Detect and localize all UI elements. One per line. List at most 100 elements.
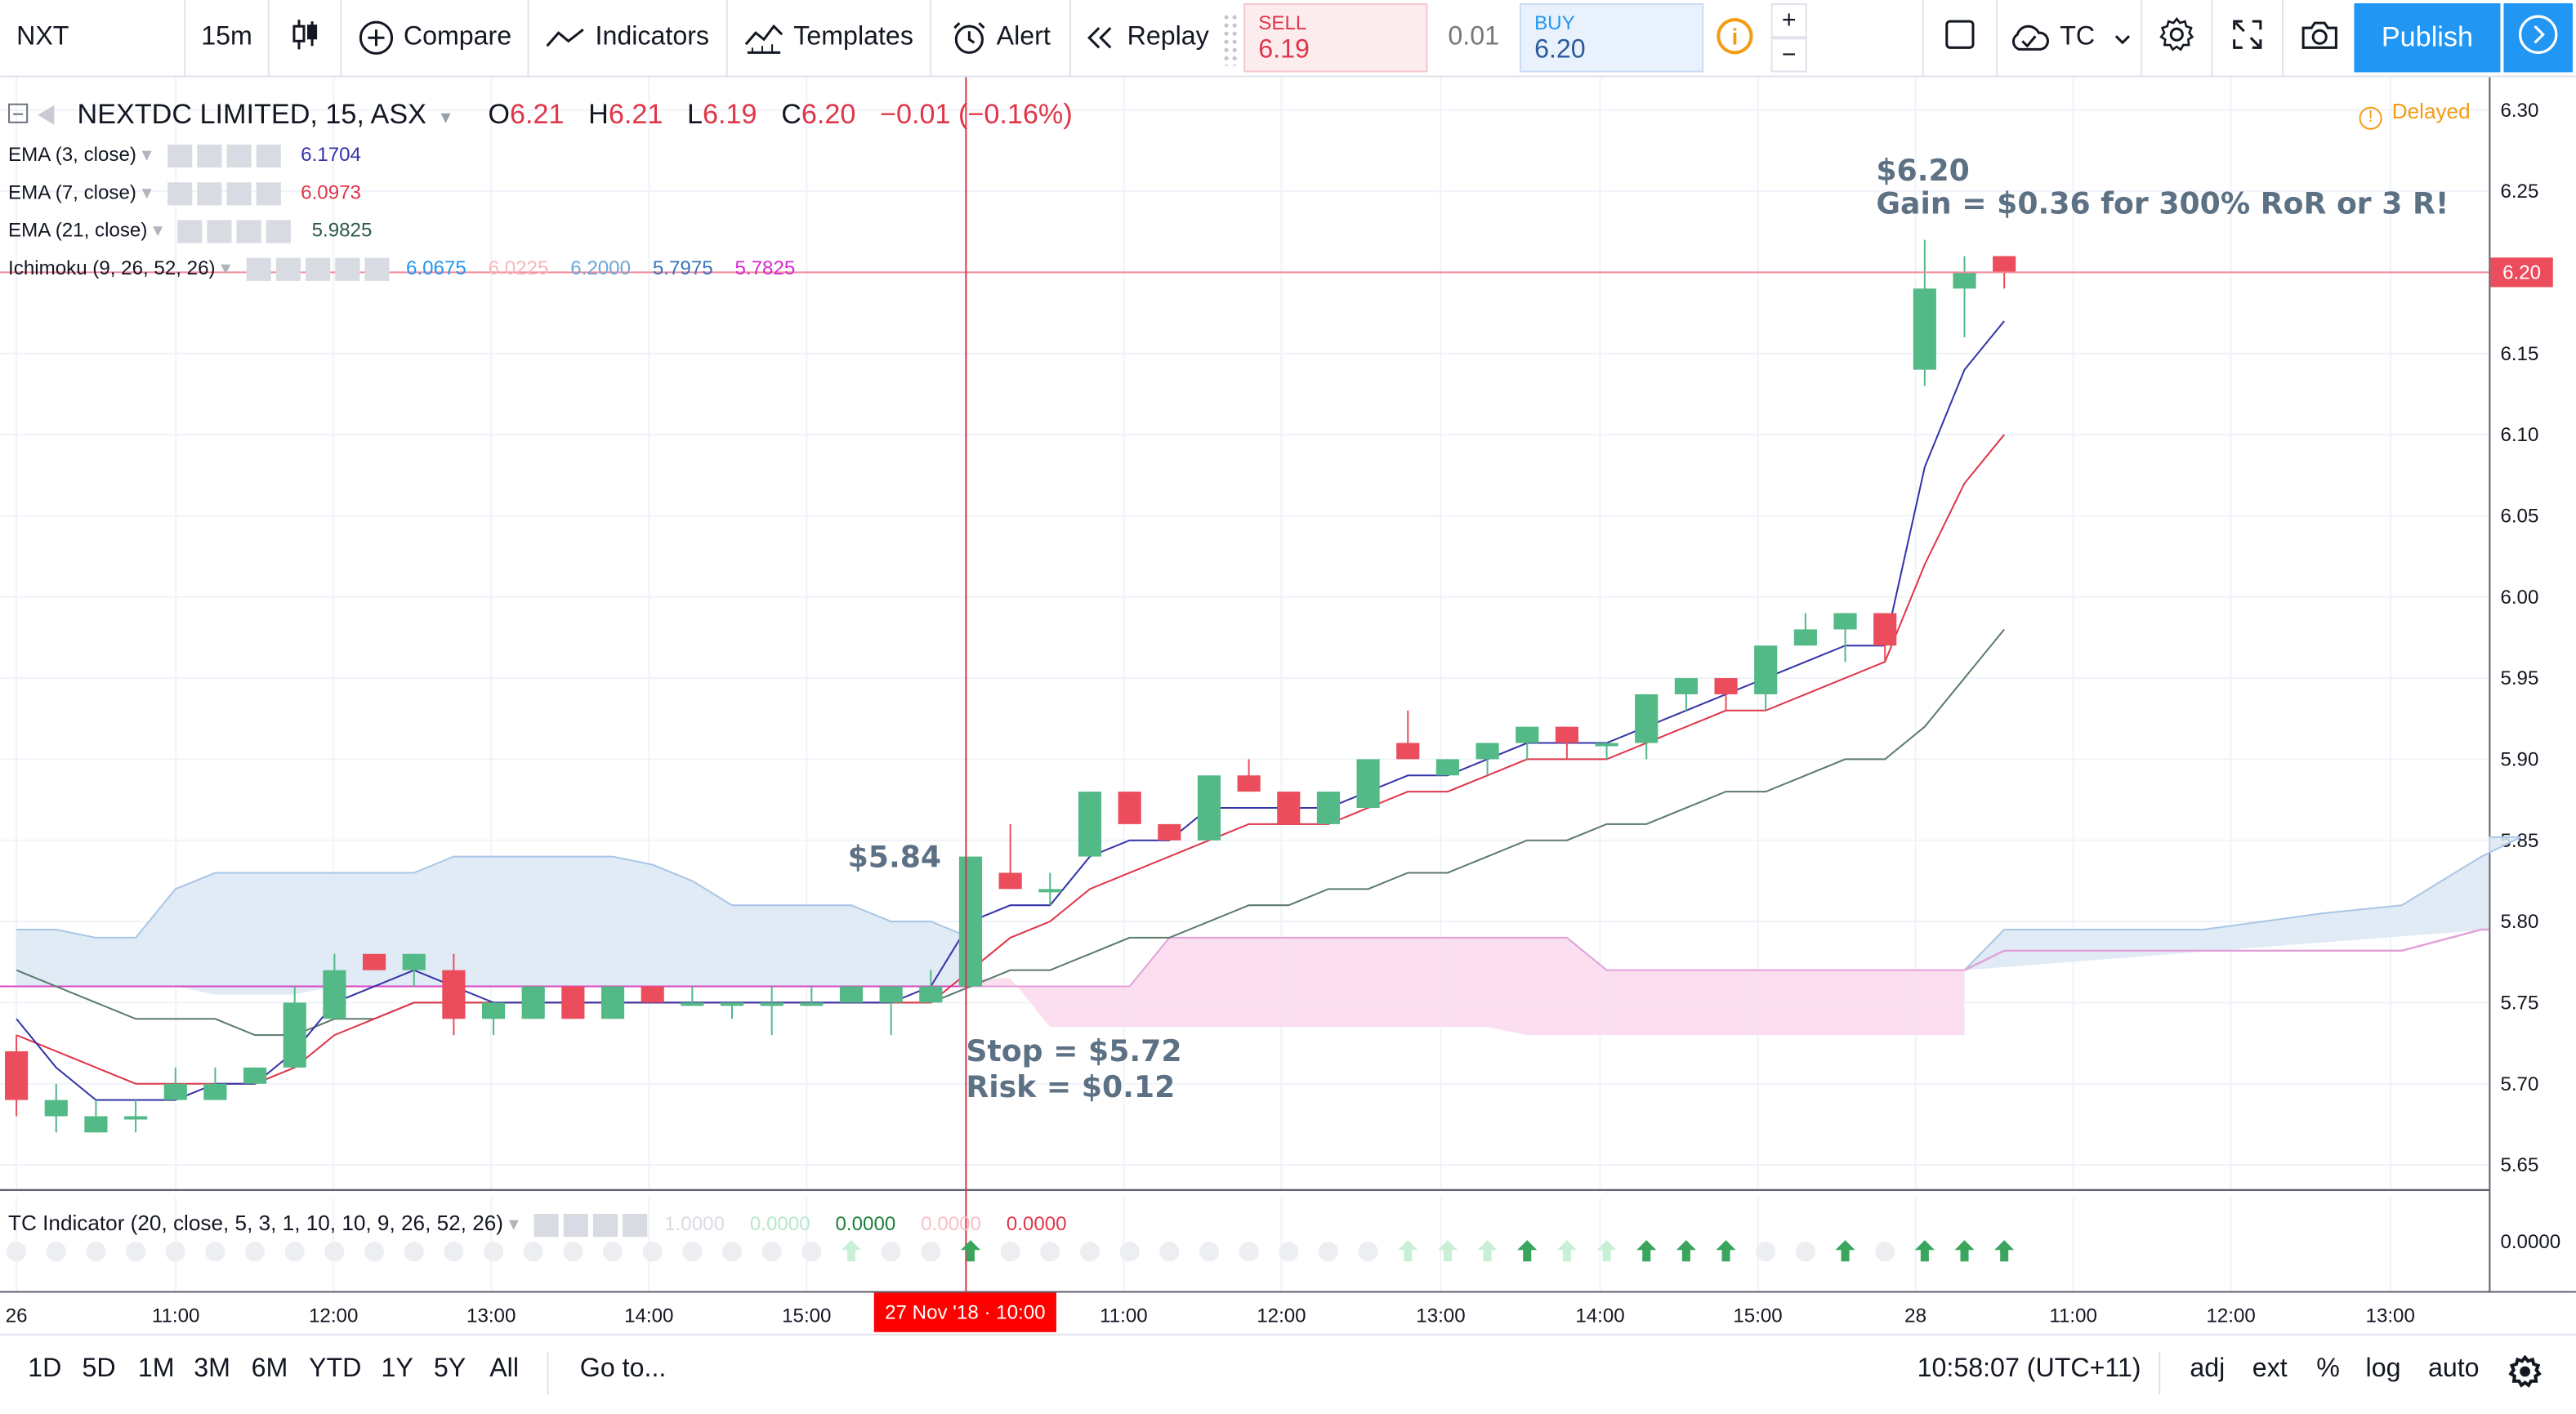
interval-selector[interactable]: 15m [185,0,270,76]
settings-gear-icon[interactable] [2508,1354,2542,1396]
caret-down-icon: ▾ [141,181,152,204]
auto-toggle[interactable]: auto [2427,1354,2480,1384]
candle-body [998,872,1022,890]
plus-label: + [1781,7,1797,35]
signal-dot [1079,1242,1100,1262]
candle-body [1555,726,1578,743]
ema3-legend[interactable]: EMA (3, close) ▾ 6.1704 [8,143,361,168]
caret-down-icon: ▾ [440,105,451,128]
risk-annotation: Risk = $0.12 [966,1071,1176,1106]
publish-button[interactable]: Publish [2354,3,2501,73]
range-button-1m[interactable]: 1M [137,1354,175,1384]
range-button-all[interactable]: All [489,1354,519,1384]
ema3-name: EMA (3, close) [8,142,136,167]
candle-body [1277,792,1301,824]
publish-menu-button[interactable] [2503,3,2573,73]
candle-body [800,1002,824,1006]
fullscreen-button[interactable] [2213,0,2284,76]
goto-button[interactable]: Go to... [579,1354,667,1384]
range-button-6m[interactable]: 6M [251,1354,288,1384]
senkou-a-line [16,855,971,939]
candle-body [958,856,983,987]
symbol-title[interactable]: NEXTDC LIMITED, 15, ASX ▾ O6.21 H6.21 L6… [78,99,1073,132]
sell-button[interactable]: SELL 6.19 [1243,3,1428,73]
alert-button[interactable]: Alert [931,0,1072,76]
range-button-5y[interactable]: 5Y [433,1354,467,1384]
candle-body [1714,678,1738,694]
faint-arrow-icon [1556,1240,1577,1262]
price-tick-label: 5.65 [2500,1154,2538,1176]
ichimoku-legend[interactable]: Ichimoku (9, 26, 52, 26) ▾ 6.0675 6.0225… [8,256,795,282]
ema7-value: 6.0973 [301,181,361,204]
range-button-ytd[interactable]: YTD [309,1354,362,1384]
time-tick-label: 12:00 [1257,1305,1306,1327]
study-buttons[interactable] [178,219,297,244]
candle-body [1993,256,2016,273]
indicators-button[interactable]: Indicators [529,0,728,76]
study-buttons[interactable] [167,181,286,206]
chart-type-button[interactable] [270,0,342,76]
tc-indicator-legend[interactable]: TC Indicator (20, close, 5, 3, 1, 10, 10… [8,1211,1067,1238]
price-chart[interactable]: 6.306.256.206.156.106.056.005.955.905.85… [0,77,2576,1334]
signal-dot [721,1242,743,1262]
signal-dot [523,1242,543,1262]
snapshot-button[interactable] [2284,0,2354,75]
percent-toggle[interactable]: % [2316,1354,2340,1384]
buy-arrow-icon [1914,1240,1935,1262]
symbol-label: NXT [16,23,69,51]
log-toggle[interactable]: log [2365,1354,2401,1384]
compare-button[interactable]: Compare [342,0,529,76]
clock-display[interactable]: 10:58:07 (UTC+11) [1917,1354,2141,1384]
signal-dot [642,1242,663,1262]
delayed-label: Delayed [2391,98,2471,123]
bottom-separator [2159,1351,2161,1395]
study-buttons[interactable] [534,1213,653,1238]
quantity-plus-button[interactable]: + [1770,3,1807,38]
drag-handle-icon[interactable] [1222,13,1239,66]
delayed-badge[interactable]: ! Delayed [2359,99,2471,130]
caret-down-icon: ▾ [508,1211,519,1236]
time-tick-label: 12:00 [2206,1305,2255,1327]
range-button-1y[interactable]: 1Y [381,1354,413,1384]
study-buttons[interactable] [246,257,394,282]
signal-dot [921,1242,941,1262]
ext-toggle[interactable]: ext [2252,1354,2288,1384]
clock-warning-icon: ! [2359,106,2382,130]
symbol-search[interactable]: NXT [0,0,186,76]
templates-label: Templates [793,23,913,51]
replay-button[interactable]: Replay [1071,0,1222,75]
settings-button[interactable] [2142,0,2213,76]
layout-select-button[interactable] [1922,0,1998,76]
ema7-legend[interactable]: EMA (7, close) ▾ 6.0973 [8,181,361,206]
entry-annotation: $5.84 [847,841,942,876]
candle-body [1078,792,1102,857]
signal-dot [46,1242,66,1262]
range-button-1d[interactable]: 1D [28,1354,62,1384]
candle-body [641,986,664,1003]
range-button-3m[interactable]: 3M [194,1354,230,1384]
buy-arrow-icon [1994,1240,2015,1262]
candle-body [1516,726,1539,743]
candle-body [760,1002,784,1006]
signal-dot [1239,1242,1259,1262]
buy-label: BUY [1534,11,1575,35]
adj-toggle[interactable]: adj [2190,1354,2226,1384]
ema21-legend[interactable]: EMA (21, close) ▾ 5.9825 [8,218,373,244]
collapse-legend-icon[interactable] [8,103,29,123]
templates-button[interactable]: Templates [728,0,932,76]
time-tick-label: 11:00 [152,1305,200,1327]
signal-dot [1875,1242,1895,1262]
candle-body [1158,823,1181,841]
info-icon[interactable]: i [1717,18,1753,55]
quantity-minus-button[interactable]: − [1770,38,1807,73]
camera-icon [2299,17,2338,58]
buy-button[interactable]: BUY 6.20 [1519,3,1704,73]
signal-dot [86,1242,106,1262]
range-button-5d[interactable]: 5D [82,1354,116,1384]
study-buttons[interactable] [167,144,286,168]
ema21-value: 5.9825 [311,218,373,242]
signal-dot [1159,1242,1180,1262]
cloud-future [1964,836,2521,970]
save-layout-button[interactable]: TC [1998,0,2143,76]
time-tick-label: 11:00 [1100,1305,1148,1327]
